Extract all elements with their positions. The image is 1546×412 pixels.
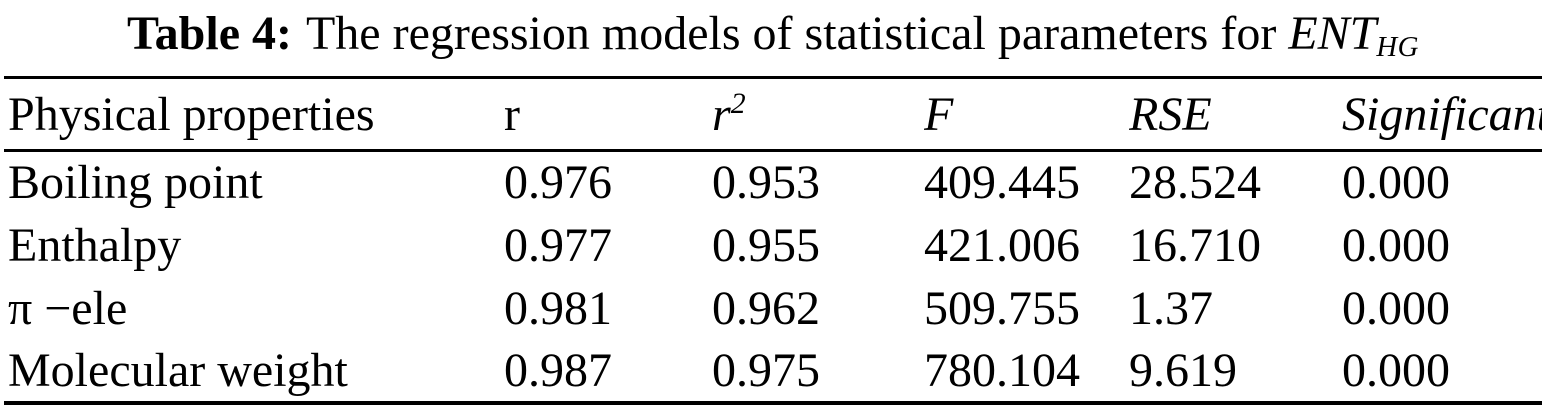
table-caption-text: The regression models of statistical par… — [305, 7, 1277, 60]
cell-r: 0.981 — [504, 281, 612, 335]
row-label: Molecular weight — [8, 343, 348, 397]
cell-rse: 9.619 — [1129, 343, 1237, 397]
cell-rse: 16.710 — [1129, 218, 1261, 272]
cell-r: 0.976 — [504, 156, 612, 210]
table-caption: Table 4: The regression models of statist… — [0, 0, 1546, 72]
cell-rse: 1.37 — [1129, 281, 1213, 335]
cell-significant: 0.000 — [1342, 343, 1450, 397]
regression-stats-table: Physical properties r r2 F RSE Significa… — [4, 76, 1542, 405]
r-squared-exponent: 2 — [730, 86, 746, 120]
cell-r: 0.977 — [504, 218, 612, 272]
cell-r-squared: 0.955 — [712, 218, 820, 272]
table-row-molecular-weight: Molecular weight 0.987 0.975 780.104 9.6… — [4, 340, 1542, 403]
header-cell-physical-properties: Physical properties — [8, 87, 375, 141]
cell-r-squared: 0.975 — [712, 343, 820, 397]
cell-r-squared: 0.962 — [712, 281, 820, 335]
cell-r-squared: 0.953 — [712, 156, 820, 210]
table-caption-variable: ENT — [1288, 7, 1377, 60]
table-row-enthalpy: Enthalpy 0.977 0.955 421.006 16.710 0.00… — [4, 214, 1542, 277]
row-label: Boiling point — [8, 156, 263, 210]
row-label: Enthalpy — [8, 218, 182, 272]
cell-f: 421.006 — [924, 218, 1080, 272]
cell-r: 0.987 — [504, 343, 612, 397]
cell-significant: 0.000 — [1342, 281, 1450, 335]
cell-f: 409.445 — [924, 156, 1080, 210]
table-body: Boiling point 0.976 0.953 409.445 28.524… — [4, 151, 1542, 403]
table-caption-label: Table 4: — [127, 7, 292, 60]
header-cell-significant: Significant — [1342, 87, 1542, 141]
cell-significant: 0.000 — [1342, 156, 1450, 210]
cell-significant: 0.000 — [1342, 218, 1450, 272]
row-label: π −ele — [8, 281, 128, 335]
cell-f: 509.755 — [924, 281, 1080, 335]
header-cell-r: r — [504, 87, 520, 141]
table-header-row: Physical properties r r2 F RSE Significa… — [4, 77, 1542, 151]
cell-rse: 28.524 — [1129, 156, 1261, 210]
table-row-pi-ele: π −ele 0.981 0.962 509.755 1.37 0.000 — [4, 277, 1542, 340]
table-caption-variable-subscript: HG — [1376, 31, 1419, 64]
header-cell-rse: RSE — [1129, 87, 1212, 141]
header-cell-r-squared: r2 — [712, 86, 746, 141]
header-cell-f: F — [924, 87, 954, 141]
table-row-boiling-point: Boiling point 0.976 0.953 409.445 28.524… — [4, 151, 1542, 214]
cell-f: 780.104 — [924, 343, 1080, 397]
